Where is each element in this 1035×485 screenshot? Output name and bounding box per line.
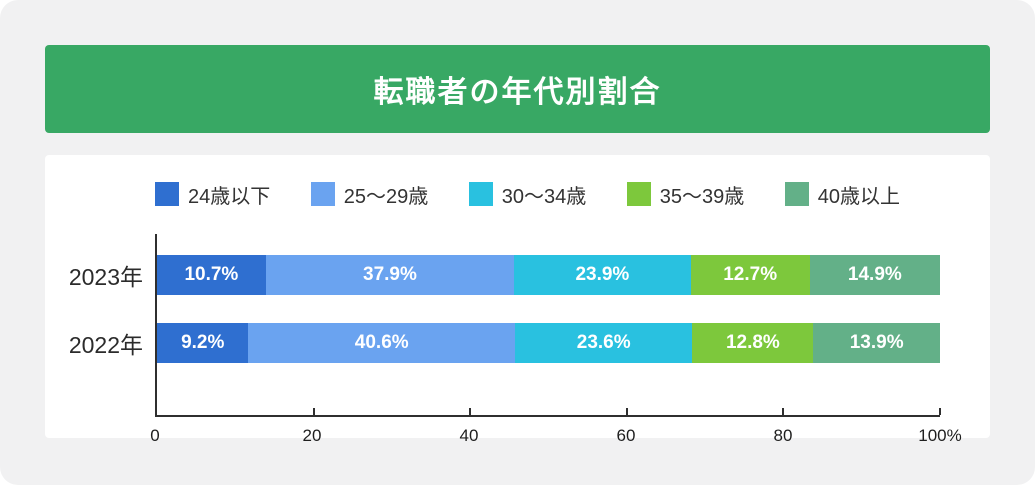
bar-segment: 23.6% xyxy=(514,323,693,363)
legend-swatch-icon xyxy=(626,182,651,206)
x-axis-tick-label: 100% xyxy=(918,426,962,445)
x-axis-tick-label: 20 xyxy=(302,426,322,445)
bar-segment: 13.9% xyxy=(813,323,940,363)
legend-swatch-icon xyxy=(310,182,335,206)
legend-label: 40歳以上 xyxy=(817,185,900,208)
x-axis-tick-label: 0 xyxy=(150,426,160,445)
x-axis-tick xyxy=(939,408,941,415)
legend-label: 24歳以下 xyxy=(188,185,271,208)
legend-item-4: 40歳以上 xyxy=(784,180,900,209)
y-axis-labels: 2023年 2022年 xyxy=(45,234,155,450)
legend-swatch-icon xyxy=(468,182,493,206)
bar-segment: 23.9% xyxy=(514,255,691,295)
bar-segment: 40.6% xyxy=(248,323,515,363)
plot: 10.7% 37.9% 23.9% 12.7% 14.9% 9.2% 40.6% 23.6% 1… xyxy=(155,234,941,417)
bar-segment: 9.2% xyxy=(157,323,249,363)
plot-area: 10.7% 37.9% 23.9% 12.7% 14.9% 9.2% 40.6% 23.6% 1… xyxy=(150,234,962,450)
legend-swatch-icon xyxy=(155,182,179,206)
category-label: 2023年 xyxy=(68,264,143,290)
x-axis-tick-label: 80 xyxy=(773,426,793,445)
chart-title-banner: 転職者の年代別割合 xyxy=(45,45,990,133)
bar-segment: 14.9% xyxy=(809,255,941,295)
bar-segment-value: 9.2% xyxy=(181,332,225,353)
bar-segment-value: 12.7% xyxy=(723,264,778,285)
bar-segment: 12.8% xyxy=(692,323,814,363)
legend-label: 25〜29歳 xyxy=(343,185,429,208)
chart-panel: 24歳以下 25〜29歳 30〜34歳 35〜39歳 40歳以上 2023年 2022年 … xyxy=(45,155,990,445)
stacked-bar-chart: 2023年 2022年 10.7% 37.9% 23.9% 12.7% 14.9% 9.2%… xyxy=(45,234,990,450)
legend-swatch-icon xyxy=(784,182,809,206)
legend-item-0: 24歳以下 xyxy=(155,180,270,209)
legend-label: 35〜39歳 xyxy=(659,185,745,208)
x-axis-tick xyxy=(312,408,315,415)
bar-segment: 10.7% xyxy=(157,255,266,295)
category-label: 2022年 xyxy=(68,332,143,358)
x-axis-tick-labels: 0 20 40 60 80 100% xyxy=(150,426,961,450)
x-axis-tick xyxy=(782,408,785,415)
bar-segment-value: 14.9% xyxy=(847,264,902,285)
bar-segment-value: 37.9% xyxy=(363,264,417,285)
legend-label: 30〜34歳 xyxy=(501,185,587,208)
bar-segment-value: 10.7% xyxy=(184,264,239,285)
legend-item-1: 25〜29歳 xyxy=(310,180,429,209)
bar-segment-value: 23.9% xyxy=(575,264,630,285)
bar-segment: 12.7% xyxy=(690,255,810,295)
bar-segment-value: 13.9% xyxy=(849,332,904,353)
x-axis-tick-label: 60 xyxy=(616,426,636,445)
x-axis-tick xyxy=(469,408,472,415)
bar-row-2023年: 10.7% 37.9% 23.9% 12.7% 14.9% xyxy=(157,255,941,295)
legend-item-2: 30〜34歳 xyxy=(468,180,587,209)
bar-segment-value: 23.6% xyxy=(576,332,631,353)
x-axis-tick-label: 40 xyxy=(459,426,479,445)
bar-segment: 37.9% xyxy=(265,255,515,295)
legend: 24歳以下 25〜29歳 30〜34歳 35〜39歳 40歳以上 xyxy=(155,179,900,209)
legend-item-3: 35〜39歳 xyxy=(626,180,745,209)
bar-row-2022年: 9.2% 40.6% 23.6% 12.8% 13.9% xyxy=(157,323,940,363)
bar-segment-value: 40.6% xyxy=(354,332,409,353)
x-axis-tick xyxy=(625,408,628,415)
bar-segment-value: 12.8% xyxy=(725,332,780,353)
page-title: 転職者の年代別割合 xyxy=(373,76,662,109)
